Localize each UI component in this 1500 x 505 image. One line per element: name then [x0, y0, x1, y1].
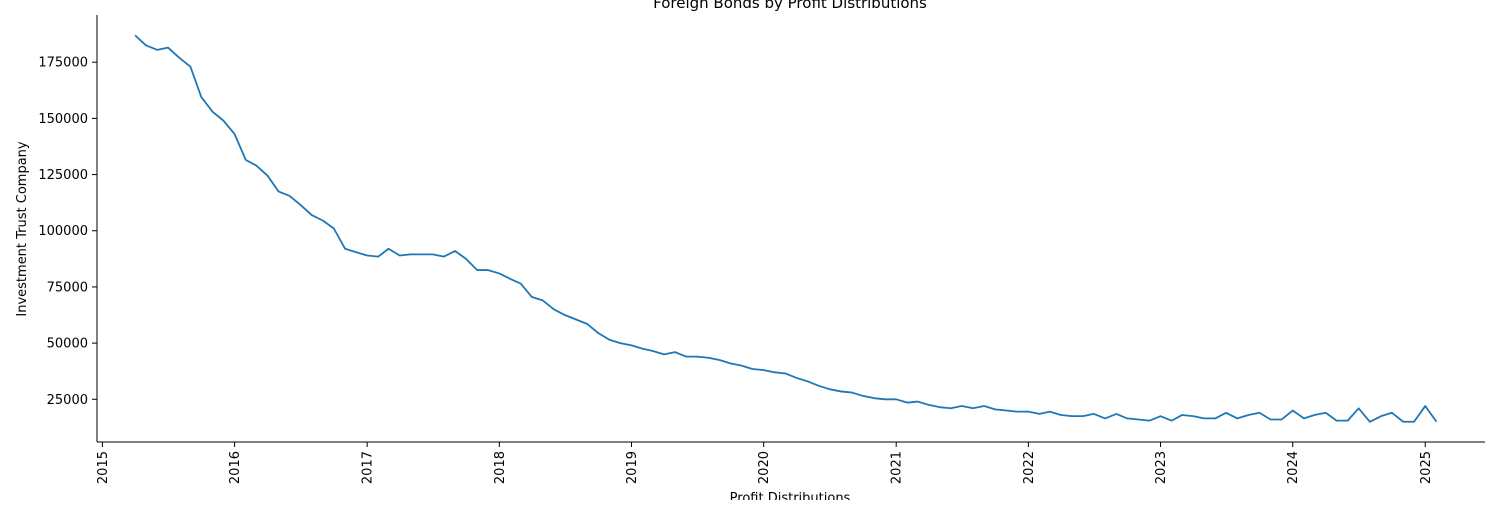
x-tick-label: 2016: [228, 451, 243, 484]
y-tick-label: 125000: [38, 168, 88, 183]
x-tick-label: 2018: [493, 451, 508, 484]
x-tick-label: 2017: [361, 451, 376, 484]
x-tick-label: 2025: [1419, 451, 1434, 484]
x-tick-label: 2022: [1022, 451, 1037, 484]
y-axis-label: Investment Trust Company: [15, 141, 30, 317]
x-tick-label: 2020: [757, 451, 772, 484]
y-tick-label: 100000: [38, 224, 88, 239]
y-tick-label: 50000: [47, 337, 88, 352]
y-axis-ticks: 25000 50000 75000 100000 125000 150000 175000: [38, 56, 97, 408]
y-tick-label: 75000: [47, 280, 88, 295]
x-tick-label: 2019: [625, 451, 640, 484]
y-tick-label: 25000: [47, 393, 88, 408]
x-tick-label: 2023: [1154, 451, 1169, 484]
series-line: [134, 34, 1438, 423]
x-axis-ticks: 2015 2016 2017 2018 2019 2020 2021 2022 2023 2024…: [96, 442, 1434, 484]
chart-title: Foreign Bonds by Profit Distributions: [653, 0, 927, 12]
y-tick-label: 175000: [38, 56, 88, 71]
plot-area: [134, 34, 1438, 423]
x-tick-label: 2015: [96, 451, 111, 484]
x-axis-label: Profit Distributions: [730, 491, 851, 500]
y-tick-label: 150000: [38, 112, 88, 127]
x-tick-label: 2024: [1286, 451, 1301, 484]
x-tick-label: 2021: [890, 451, 905, 484]
